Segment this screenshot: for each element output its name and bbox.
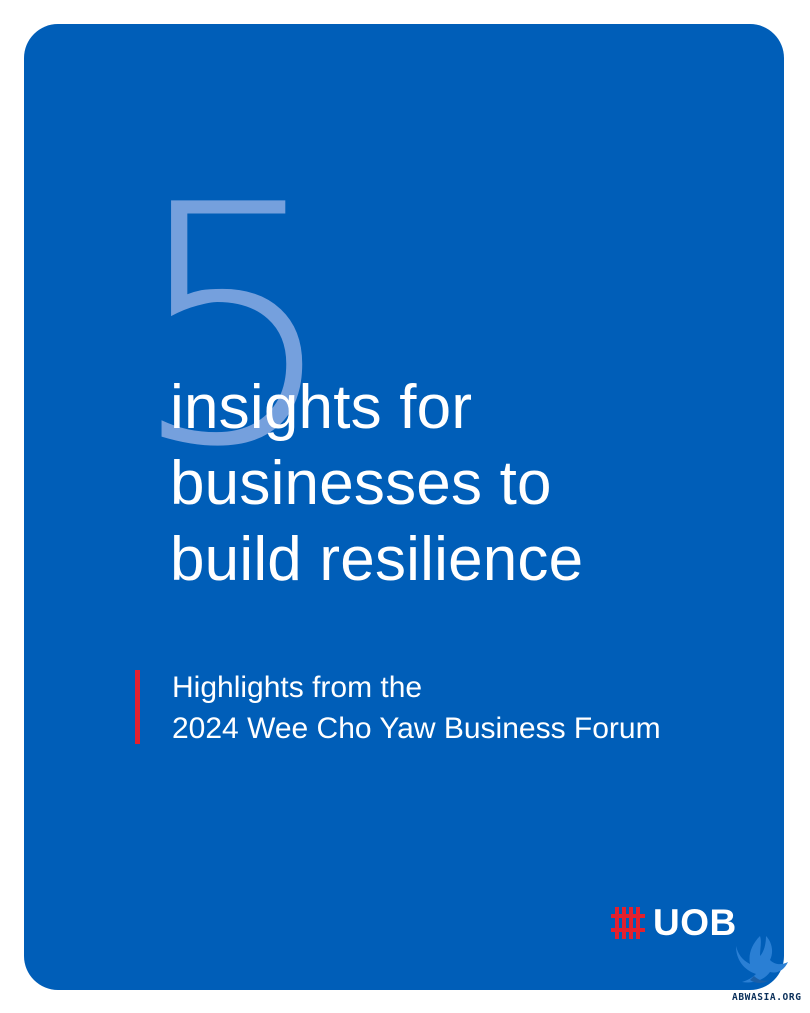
cover-card: 5 insights for businesses to build resil… [24,24,784,990]
big-number: 5 [129,135,339,519]
uob-logo-text: UOB [653,902,737,943]
watermark: ABWASIA.ORG [728,930,808,1010]
accent-bar [135,670,140,744]
headline-line: businesses to [170,449,552,518]
headline: insights for businesses to build resilie… [170,370,583,598]
subtitle-line: Highlights from the [172,671,423,704]
subtitle: Highlights from the 2024 Wee Cho Yaw Bus… [172,667,661,749]
bird-icon [736,936,788,983]
headline-line: build resilience [170,525,584,594]
uob-logo: UOB [610,904,737,941]
watermark-text: ABWASIA.ORG [732,992,802,1003]
subtitle-line: 2024 Wee Cho Yaw Business Forum [172,712,661,745]
headline-line: insights for [170,373,473,442]
uob-logo-icon [611,906,645,939]
